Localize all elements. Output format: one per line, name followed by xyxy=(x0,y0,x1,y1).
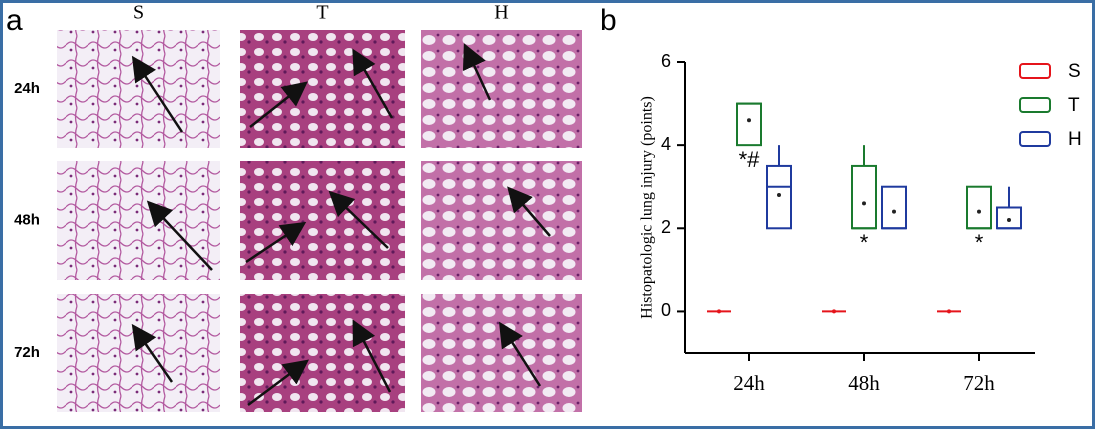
panel-label: b xyxy=(600,4,617,37)
histology-image xyxy=(240,294,405,412)
box xyxy=(966,185,992,230)
arrow xyxy=(352,48,394,119)
histology-image xyxy=(57,30,220,148)
row-label: 72h xyxy=(14,344,40,361)
box xyxy=(851,164,877,230)
arrow xyxy=(352,319,392,393)
histology-image xyxy=(421,294,582,412)
x-tick-label: 48h xyxy=(848,371,880,395)
mean xyxy=(1007,217,1011,222)
arrow xyxy=(328,190,389,249)
annotation: * xyxy=(860,230,869,255)
histology-image xyxy=(240,30,405,148)
box xyxy=(766,164,792,230)
arrow xyxy=(146,200,213,271)
annotation: *# xyxy=(739,147,761,172)
panel-a: a S T H 24h 48h 72h xyxy=(6,2,582,412)
mean xyxy=(862,201,866,206)
histology-image xyxy=(57,161,220,280)
mean xyxy=(717,309,721,314)
panel-label: a xyxy=(6,4,23,37)
arrow xyxy=(507,186,551,237)
y-tick-label: 6 xyxy=(661,51,671,71)
column-label: S xyxy=(133,2,144,24)
histology-image xyxy=(421,161,582,280)
arrow xyxy=(462,43,492,101)
row-label: 48h xyxy=(14,211,40,228)
y-tick-label: 2 xyxy=(661,217,671,237)
legend-label: S xyxy=(1068,61,1081,82)
legend-label: H xyxy=(1068,129,1082,150)
legend-swatch xyxy=(1019,63,1051,79)
histology-image xyxy=(240,161,405,280)
mean xyxy=(747,118,751,123)
column-label: T xyxy=(316,2,328,24)
box xyxy=(881,185,907,230)
arrow xyxy=(249,81,308,128)
histology-image xyxy=(57,294,220,412)
arrow xyxy=(131,323,174,383)
annotation: * xyxy=(975,230,984,255)
row-label: 24h xyxy=(14,80,40,97)
legend-swatch xyxy=(1019,131,1051,147)
box xyxy=(736,102,762,147)
mean xyxy=(777,193,781,198)
x-tick-label: 24h xyxy=(733,371,765,395)
column-label: H xyxy=(494,2,508,24)
arrow xyxy=(131,55,184,133)
y-axis-label: Histopatologic lung injury (points) xyxy=(639,96,656,319)
histology-image xyxy=(421,30,582,148)
mean xyxy=(892,209,896,214)
mean xyxy=(832,309,836,314)
arrow xyxy=(247,359,310,407)
mean xyxy=(977,209,981,214)
arrow xyxy=(498,321,542,387)
panel-b: b Histopatologic lung injury (points) 0 2 4 6… xyxy=(600,4,1082,395)
x-tick-label: 72h xyxy=(963,371,995,395)
arrow xyxy=(245,221,307,264)
legend-swatch xyxy=(1019,97,1051,113)
y-tick-label: 4 xyxy=(661,134,671,154)
legend-label: T xyxy=(1068,95,1080,116)
mean xyxy=(947,309,951,314)
box xyxy=(996,206,1022,230)
y-tick-label: 0 xyxy=(661,300,671,320)
